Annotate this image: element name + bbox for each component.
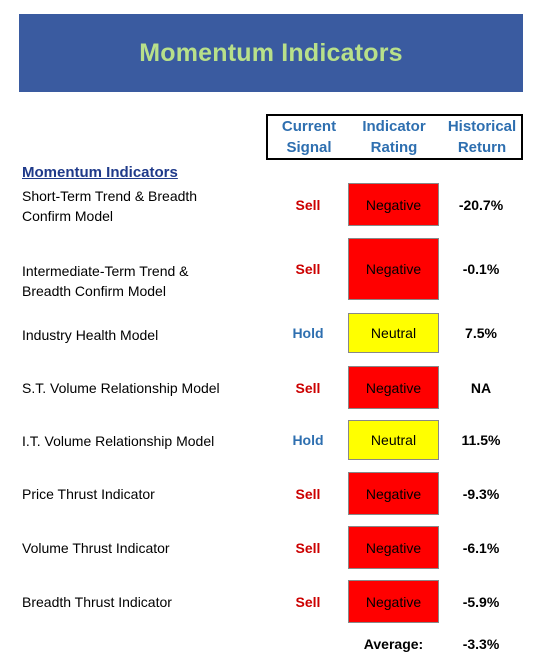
header-return-line2: Return	[457, 139, 507, 156]
page-title: Momentum Indicators	[139, 38, 403, 67]
header-return: Historical Return	[439, 116, 525, 158]
indicator-name: Intermediate-Term Trend & Breadth Confirm…	[22, 261, 262, 301]
rating-badge: Negative	[348, 183, 439, 226]
indicator-name-line: Breadth Confirm Model	[22, 283, 166, 299]
header-rating-line1: Indicator	[362, 118, 426, 135]
indicator-name-line: I.T. Volume Relationship Model	[22, 433, 215, 449]
historical-return: -6.1%	[462, 539, 500, 556]
indicator-name-line: Industry Health Model	[22, 327, 159, 343]
header-return-line1: Historical	[447, 118, 517, 135]
historical-return: -0.1%	[462, 261, 500, 277]
rating-label: Negative	[365, 261, 422, 277]
indicator-name: Price Thrust Indicator	[22, 484, 262, 504]
indicator-name-line: Volume Thrust Indicator	[22, 540, 170, 556]
indicator-name-line: Confirm Model	[22, 208, 114, 224]
section-title: Momentum Indicators	[22, 164, 178, 181]
signal-value: Sell	[295, 539, 321, 556]
indicator-name: Breadth Thrust Indicator	[22, 592, 262, 612]
indicator-name-line: Price Thrust Indicator	[22, 486, 155, 502]
historical-return: NA	[470, 379, 492, 396]
rating-badge: Negative	[348, 238, 439, 300]
rating-badge: Negative	[348, 472, 439, 515]
rating-badge: Neutral	[348, 420, 439, 460]
signal-value: Sell	[295, 261, 321, 277]
historical-return: -20.7%	[458, 196, 504, 213]
signal-value: Sell	[295, 485, 321, 502]
rating-badge: Negative	[348, 526, 439, 569]
signal-value: Sell	[295, 196, 321, 213]
rating-badge: Negative	[348, 580, 439, 623]
header-box	[266, 114, 523, 160]
rating-badge: Negative	[348, 366, 439, 409]
indicator-name: I.T. Volume Relationship Model	[22, 431, 262, 451]
rating-label: Neutral	[370, 325, 417, 341]
indicator-name-line: Intermediate-Term Trend &	[22, 263, 189, 279]
average-value: -3.3%	[462, 636, 500, 652]
rating-label: Negative	[365, 379, 422, 396]
rating-label: Negative	[365, 539, 422, 556]
historical-return: -9.3%	[462, 485, 500, 502]
header-signal: Current Signal	[266, 116, 352, 158]
average-label: Average:	[363, 636, 424, 652]
historical-return: -5.9%	[462, 593, 500, 610]
rating-label: Negative	[365, 485, 422, 502]
indicator-name-line: Short-Term Trend & Breadth	[22, 188, 198, 204]
signal-value: Hold	[292, 432, 324, 448]
indicator-name-line: Breadth Thrust Indicator	[22, 594, 172, 610]
indicator-name-line: S.T. Volume Relationship Model	[22, 380, 220, 396]
rating-label: Negative	[365, 196, 422, 213]
header-rating-line2: Rating	[370, 139, 418, 156]
header-rating: Indicator Rating	[351, 116, 437, 158]
rating-label: Neutral	[370, 432, 417, 448]
indicator-name: Industry Health Model	[22, 325, 262, 345]
signal-value: Sell	[295, 593, 321, 610]
signal-value: Hold	[292, 325, 324, 341]
signal-value: Sell	[295, 379, 321, 396]
rating-label: Negative	[365, 593, 422, 610]
indicator-name: S.T. Volume Relationship Model	[22, 378, 262, 398]
rating-badge: Neutral	[348, 313, 439, 353]
title-banner: Momentum Indicators	[19, 14, 523, 92]
historical-return: 11.5%	[461, 432, 501, 448]
historical-return: 7.5%	[465, 325, 497, 341]
header-signal-line2: Signal	[286, 139, 332, 156]
indicator-name: Short-Term Trend & Breadth Confirm Model	[22, 186, 262, 226]
header-signal-line1: Current	[281, 118, 337, 135]
indicator-name: Volume Thrust Indicator	[22, 538, 262, 558]
